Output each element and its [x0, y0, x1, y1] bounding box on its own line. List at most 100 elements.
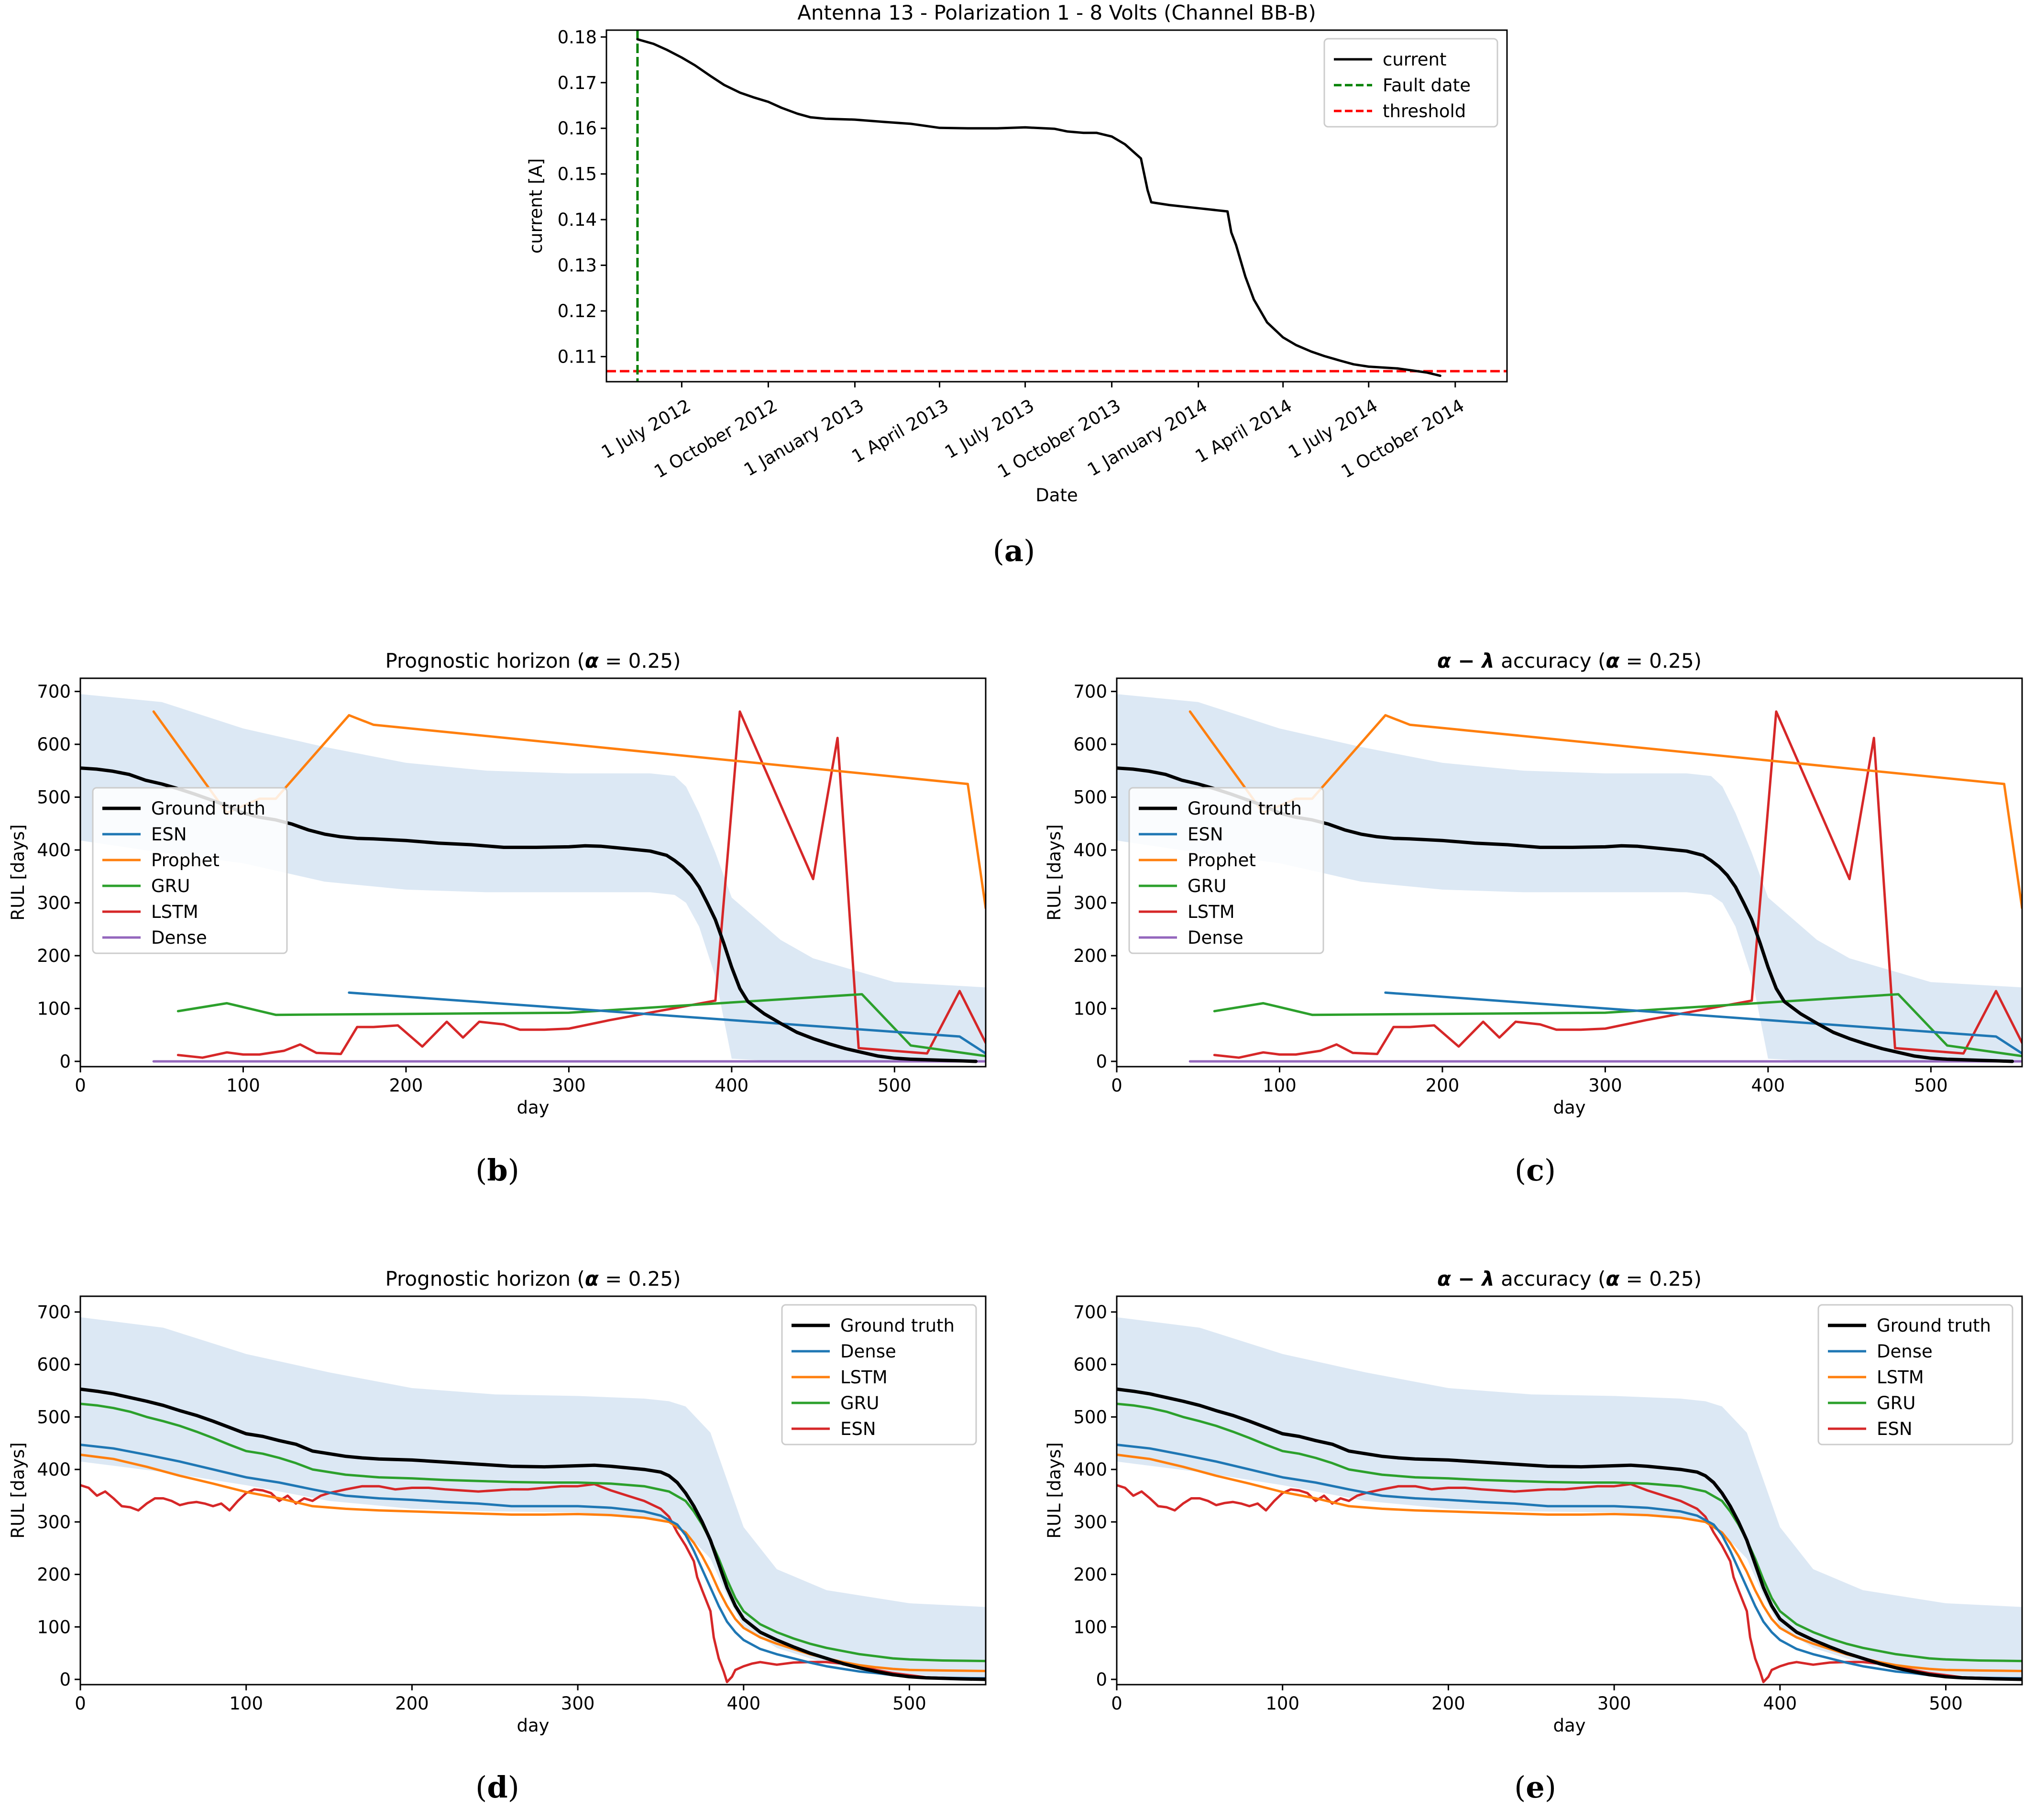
y-tick-label: 500: [1073, 787, 1107, 808]
legend-label: Fault date: [1383, 75, 1471, 96]
legend-label: GRU: [1877, 1393, 1915, 1413]
series-current: [636, 38, 1441, 377]
x-tick-label: 0: [1111, 1693, 1122, 1714]
legend-label: LSTM: [151, 902, 198, 922]
legend-label: threshold: [1383, 101, 1466, 121]
series-dense: [80, 1444, 986, 1680]
legend-label: Prophet: [1188, 850, 1256, 871]
legend: current Fault date threshold: [1323, 38, 1498, 128]
legend-label: Dense: [151, 927, 207, 948]
y-tick-label: 600: [37, 734, 71, 755]
legend: Ground truth ESN Prophet GRU LSTM Dense: [92, 787, 288, 954]
panel-label-e: (e): [1514, 1770, 1556, 1805]
series-esn: [1384, 991, 2022, 1055]
series-esn: [348, 991, 986, 1055]
alpha-band: [80, 694, 986, 1061]
legend-frame: [92, 787, 288, 954]
y-tick-label: 200: [37, 1565, 71, 1585]
y-axis-label: current [A]: [526, 158, 546, 254]
series-gru: [80, 1402, 986, 1663]
y-tick-label: 0.12: [558, 301, 597, 321]
x-tick-label: 300: [552, 1075, 586, 1096]
x-axis-label: day: [517, 1715, 549, 1736]
y-tick-label: 500: [1073, 1407, 1107, 1427]
y-axis-label: RUL [days]: [8, 824, 28, 920]
x-tick-label: 300: [1597, 1693, 1631, 1714]
x-tick-label: 0: [75, 1693, 86, 1714]
series-lstm: [1213, 710, 2022, 1059]
legend-label: Dense: [1877, 1341, 1933, 1362]
x-tick-label: 1 April 2014: [1192, 395, 1296, 467]
chart-title: Antenna 13 - Polarization 1 - 8 Volts (C…: [797, 1, 1316, 24]
y-tick-label: 600: [1073, 1355, 1107, 1375]
chart-title: Prognostic horizon (α = 0.25): [385, 1267, 681, 1291]
y-tick-label: 200: [37, 946, 71, 966]
series-ground-truth: [80, 1387, 986, 1681]
y-tick-label: 300: [37, 893, 71, 914]
axes-frame: [1116, 677, 2023, 1068]
x-tick-label: 200: [389, 1075, 423, 1096]
y-tick-label: 0: [1096, 1051, 1107, 1072]
legend-frame: [1323, 38, 1498, 128]
legend: Ground truth Dense LSTM GRU ESN: [1817, 1304, 2013, 1445]
chart-title: α − λ accuracy (α = 0.25): [1437, 649, 1702, 673]
chart-title: α − λ accuracy (α = 0.25): [1437, 1267, 1702, 1291]
legend-label: LSTM: [1188, 902, 1235, 922]
y-tick-label: 0: [59, 1669, 71, 1690]
x-tick-label: 0: [75, 1075, 86, 1096]
y-tick-label: 300: [1073, 893, 1107, 914]
axes-frame: [79, 1295, 987, 1686]
series-gru: [1213, 993, 2022, 1058]
chart-c: 0 100 200 300 400 500 600 700 0 100 200 300 400 500 da…: [1044, 649, 2023, 1118]
x-tick-label: 500: [878, 1075, 912, 1096]
x-tick-label: 500: [1929, 1693, 1963, 1714]
y-tick-label: 0.11: [558, 347, 597, 367]
plot-area: [606, 30, 1507, 382]
y-tick-label: 300: [37, 1512, 71, 1533]
series-dense: [1117, 1444, 2022, 1680]
x-axis-label: Date: [1035, 485, 1078, 506]
chart-b: 0 100 200 300 400 500 600 700 0 100 200 300 400 500 da…: [8, 649, 987, 1118]
legend-frame: [1128, 787, 1324, 954]
legend-label: GRU: [840, 1393, 879, 1413]
chart-d: 0 100 200 300 400 500 600 700 0 100 200 300 400 500 da…: [8, 1267, 987, 1736]
legend: Ground truth Dense LSTM GRU ESN: [781, 1304, 977, 1445]
y-tick-label: 0: [59, 1051, 71, 1072]
x-tick-label: 400: [1763, 1693, 1797, 1714]
y-tick-label: 0.18: [558, 27, 597, 47]
y-tick-label: 700: [1073, 682, 1107, 702]
x-tick-label: 100: [226, 1075, 260, 1096]
x-tick-label: 200: [1426, 1075, 1460, 1096]
y-tick-label: 400: [37, 840, 71, 860]
plot-area: [80, 1317, 986, 1683]
legend-label: Dense: [1188, 927, 1243, 948]
alpha-band: [80, 1317, 986, 1679]
legend-label: ESN: [151, 824, 187, 845]
legend: Ground truth ESN Prophet GRU LSTM Dense: [1128, 787, 1324, 954]
series-lstm: [176, 710, 986, 1059]
x-tick-label: 300: [1588, 1075, 1622, 1096]
y-axis-label: RUL [days]: [1044, 1442, 1065, 1538]
y-tick-label: 100: [37, 1617, 71, 1637]
y-tick-label: 100: [1073, 998, 1107, 1019]
legend-label: GRU: [1188, 876, 1226, 896]
x-tick-label: 300: [561, 1693, 595, 1714]
legend-label: ESN: [840, 1419, 876, 1439]
x-tick-label: 200: [1431, 1693, 1465, 1714]
legend-label: Ground truth: [840, 1315, 955, 1336]
x-tick-label: 0: [1111, 1075, 1122, 1096]
legend-label: Ground truth: [1188, 798, 1302, 819]
y-tick-label: 600: [1073, 734, 1107, 755]
chart-a: 0.110.120.130.140.150.160.170.181 July 2…: [526, 1, 1508, 506]
alpha-band: [1117, 1317, 2022, 1679]
legend-label: LSTM: [1877, 1367, 1924, 1388]
legend-label: Ground truth: [1877, 1315, 1991, 1336]
plot-area: [1117, 1317, 2022, 1683]
y-tick-label: 200: [1073, 1565, 1107, 1585]
axes-frame: [1116, 1295, 2023, 1686]
series-gru: [1117, 1402, 2022, 1663]
panel-label-a: (a): [992, 533, 1035, 568]
panel-label-c: (c): [1514, 1153, 1556, 1188]
axes-frame: [605, 29, 1508, 383]
